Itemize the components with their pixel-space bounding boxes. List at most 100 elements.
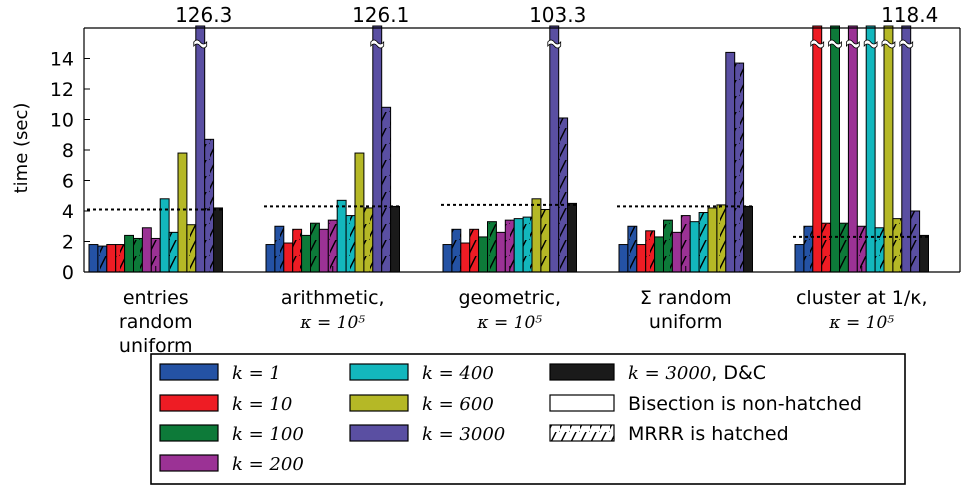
bar-hatch-cat4-s4	[875, 227, 884, 272]
bar-bisection-cat2-s6	[549, 25, 560, 273]
plot-area	[87, 25, 931, 273]
axis-break-mark-cat4-s5	[881, 39, 896, 49]
bar-hatch-cat1-s0	[274, 226, 284, 272]
category-label-2-line-0: geometric,	[458, 287, 561, 309]
legend-swatch-5	[349, 394, 409, 412]
category-label-3-line-0: Σ random	[640, 287, 732, 309]
bar-bisection-cat2-s4	[513, 218, 524, 273]
legend-swatch-6	[349, 424, 409, 442]
category-label-1-line-1: κ = 10⁵	[299, 313, 365, 333]
axis-break-mark-cat4-s1	[810, 39, 825, 49]
legend-swatch-3	[159, 454, 219, 472]
bar-bisection-cat1-s1	[283, 242, 294, 273]
bar-bisection-cat2-s0	[442, 244, 453, 273]
bar-hatch-cat4-s3	[857, 226, 867, 272]
bar-hatch-cat4-s0	[803, 226, 813, 272]
bar-hatch-cat4-s1	[821, 223, 831, 272]
overflow-label-cat0: 126.3	[175, 3, 232, 27]
category-labels: 126.3 126.1 103.3 118.4entriesrandomuniform…	[119, 3, 938, 357]
bar-dc-cat3-s7	[743, 205, 753, 273]
bar-hatch-cat0-s4	[169, 232, 178, 272]
legend-swatch-1	[159, 394, 219, 412]
bar-hatch-cat4-s2	[839, 223, 849, 272]
bar-bisection-cat4-s3	[847, 25, 858, 273]
legend-label-0: k = 1	[232, 363, 281, 384]
bar-bisection-cat3-s6	[725, 51, 736, 273]
axis-break-mark-cat4-s3	[846, 39, 860, 49]
bar-bisection-cat4-s4	[865, 25, 876, 273]
y-tick-label-6: 6	[62, 171, 74, 193]
bar-hatch-cat2-s3	[505, 220, 515, 272]
bar-hatch-cat1-s3	[328, 220, 338, 272]
category-label-3-line-1: uniform	[649, 311, 723, 333]
legend-swatch-0	[159, 363, 219, 381]
bar-bisection-cat3-s0	[618, 244, 629, 273]
bar-hatch-cat2-s2	[487, 221, 497, 272]
category-label-4-line-0: cluster at 1/κ,	[796, 287, 928, 309]
bar-hatch-cat1-s5	[363, 207, 373, 272]
legend-swatch-2	[159, 424, 219, 442]
bar-hatch-cat3-s5	[716, 204, 726, 272]
legend-label-1: k = 10	[232, 394, 292, 415]
bar-bisection-cat0-s6	[195, 25, 206, 273]
y-tick-label-2: 2	[62, 232, 74, 254]
axis-break-mark-cat0-s6	[193, 39, 208, 49]
bar-hatch-cat1-s6	[381, 107, 391, 272]
overflow-label-cat1: 126.1	[352, 3, 409, 27]
legend: k = 1 k = 10 k = 100 k = 200 k = 400 k = 600 k…	[150, 353, 906, 485]
bar-hatch-cat3-s0	[627, 226, 637, 272]
bar-bisection-cat4-s2	[830, 25, 840, 273]
bar-hatch-cat2-s0	[451, 229, 461, 272]
legend-label-2: k = 100	[232, 424, 304, 445]
legend-swatch-7	[549, 363, 615, 381]
category-label-1-line-0: arithmetic,	[281, 287, 385, 309]
legend-swatch-4	[349, 363, 409, 381]
bar-bisection-cat2-s5	[531, 198, 542, 273]
axis-break-mark-cat2-s6	[547, 39, 562, 49]
bar-bisection-cat2-s2	[478, 236, 489, 273]
legend-label-6: k = 3000	[422, 424, 505, 445]
bar-bisection-cat0-s0	[88, 244, 99, 273]
y-tick-label-8: 8	[62, 140, 74, 162]
bar-bisection-cat0-s3	[141, 227, 152, 273]
bar-hatch-cat2-s4	[523, 217, 532, 272]
axis-break-mark-cat4-s4	[863, 39, 878, 49]
axis-break-mark-cat4-s2	[828, 39, 842, 49]
axes: 0 2 4 6 8 10 12 14 time (sec)	[11, 27, 961, 284]
bar-dc-cat2-s7	[567, 202, 577, 273]
y-tick-label-0: 0	[62, 262, 74, 284]
legend-label-3: k = 200	[232, 454, 304, 475]
bar-bisection-cat1-s5	[354, 152, 365, 273]
y-tick-label-4: 4	[62, 201, 74, 223]
axis-break-mark-cat1-s6	[370, 39, 385, 49]
bar-bisection-cat4-s6	[901, 25, 912, 273]
bar-hatch-cat3-s6	[734, 63, 744, 273]
bar-hatch-cat3-s1	[645, 230, 655, 272]
bar-bisection-cat3-s2	[654, 236, 664, 273]
bar-bisection-cat2-s1	[460, 242, 471, 273]
y-tick-label-10: 10	[50, 110, 74, 132]
category-label-0-line-0: entries	[123, 287, 189, 309]
bar-hatch-cat2-s1	[469, 229, 479, 272]
legend-label-8: Bisection is non-hatched	[628, 393, 862, 415]
legend-label-5: k = 600	[422, 394, 494, 415]
bar-bisection-cat0-s1	[106, 244, 117, 273]
bar-hatch-cat2-s6	[558, 117, 568, 272]
y-tick-label-14: 14	[50, 49, 74, 71]
bar-bisection-cat1-s0	[265, 244, 276, 273]
bar-bisection-cat3-s1	[636, 244, 647, 273]
bar-bisection-cat1-s4	[336, 199, 347, 273]
legend-label-9: MRRR is hatched	[628, 423, 789, 445]
bar-dc-cat0-s7	[213, 207, 224, 273]
bar-bisection-cat3-s5	[707, 207, 718, 273]
bar-bisection-cat3-s4	[689, 221, 700, 273]
category-label-0-line-2: uniform	[119, 335, 193, 357]
bar-bisection-cat0-s2	[124, 234, 134, 273]
y-tick-label-12: 12	[50, 79, 74, 101]
bar-hatch-cat1-s1	[292, 229, 302, 272]
overflow-label-cat4: 118.4	[881, 3, 938, 27]
axis-break-mark-cat4-s6	[899, 39, 914, 49]
bar-bisection-cat1-s2	[301, 234, 312, 273]
bar-hatch-cat0-s0	[97, 246, 107, 272]
category-label-4-line-1: κ = 10⁵	[828, 313, 894, 333]
